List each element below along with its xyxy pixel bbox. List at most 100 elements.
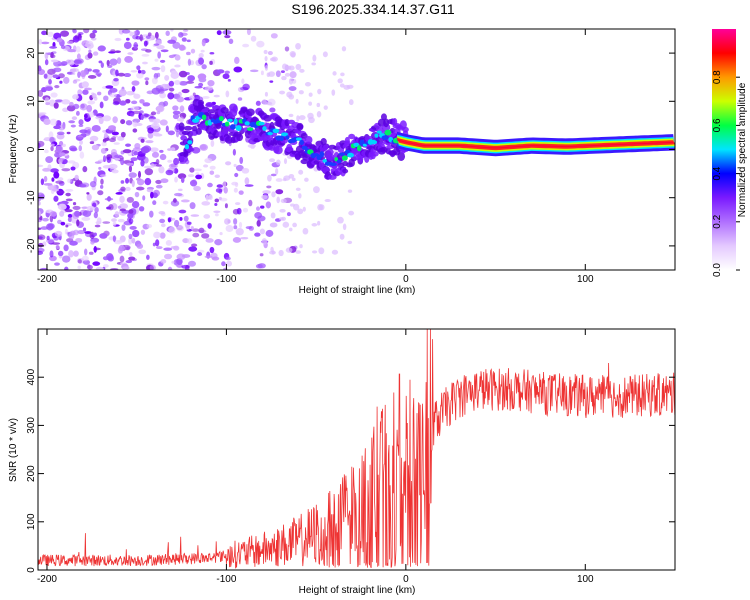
noise-blob [80, 70, 87, 78]
noise-blob [73, 59, 82, 64]
noise-blob [114, 154, 123, 159]
noise-blob [130, 105, 140, 111]
noise-blob [167, 130, 175, 136]
noise-blob [137, 69, 142, 74]
noise-blob [127, 212, 134, 219]
noise-blob [222, 30, 232, 35]
noise-blob [122, 266, 130, 270]
noise-blob [213, 210, 221, 213]
noise-blob [286, 65, 292, 70]
noise-blob [72, 205, 81, 210]
noise-blob [78, 145, 83, 152]
noise-blob [346, 84, 354, 89]
noise-blob [232, 237, 242, 243]
noise-blob [341, 46, 347, 52]
noise-blob [203, 164, 209, 168]
noise-blob [87, 52, 93, 59]
noise-blob [61, 99, 71, 105]
noise-blob [121, 224, 126, 231]
noise-blob [137, 170, 142, 179]
noise-blob [39, 267, 48, 270]
noise-blob [167, 266, 173, 270]
ridge-core [299, 139, 304, 146]
ridge-core [285, 135, 290, 140]
noise-blob [311, 223, 318, 227]
noise-blob [78, 124, 84, 127]
noise-blob [114, 37, 122, 42]
noise-blob [199, 143, 209, 151]
noise-blob [49, 136, 55, 144]
noise-blob [299, 68, 305, 73]
noise-blob [113, 77, 119, 82]
noise-blob [151, 87, 161, 95]
noise-blob [226, 260, 233, 267]
noise-blob [145, 140, 154, 144]
noise-blob [50, 145, 54, 152]
noise-blob [143, 165, 153, 169]
ridge-core [184, 144, 190, 150]
x-tick-label: 0 [403, 574, 409, 585]
noise-blob [159, 119, 168, 126]
noise-blob [149, 264, 156, 270]
noise-blob [45, 101, 50, 106]
noise-blob [265, 101, 273, 106]
noise-blob [288, 227, 293, 232]
noise-blob [100, 147, 107, 154]
ridge-halo [232, 105, 238, 113]
noise-blob [218, 196, 222, 201]
noise-blob [291, 177, 296, 182]
noise-blob [94, 161, 102, 164]
noise-blob [111, 136, 117, 140]
ridge-core [235, 125, 242, 131]
noise-blob [263, 49, 268, 55]
x-tick-label: 0 [403, 274, 409, 285]
ridge-halo [224, 136, 233, 144]
noise-blob [174, 64, 181, 68]
noise-blob [159, 153, 167, 161]
noise-blob [269, 222, 278, 228]
ridge-core [341, 155, 348, 161]
noise-blob [84, 113, 88, 119]
figure-title: S196.2025.334.14.37.G11 [291, 1, 454, 17]
noise-blob [165, 30, 170, 37]
noise-blob [135, 177, 142, 181]
noise-blob [54, 230, 63, 237]
noise-blob [43, 73, 48, 79]
noise-blob [59, 152, 66, 157]
noise-blob [270, 212, 276, 219]
noise-blob [81, 81, 89, 88]
noise-blob [159, 149, 164, 153]
noise-blob [83, 248, 88, 256]
noise-blob [242, 43, 250, 48]
noise-blob [136, 153, 146, 161]
ridge-halo [220, 107, 229, 114]
noise-blob [242, 207, 249, 213]
noise-blob [216, 184, 223, 188]
noise-blob [238, 190, 244, 195]
spectrogram-noise-blobs [38, 29, 355, 270]
noise-blob [177, 91, 182, 97]
ridge-core [329, 162, 337, 166]
noise-blob [192, 232, 200, 238]
ridge-halo [205, 103, 214, 108]
noise-blob [49, 46, 58, 49]
ridge-core [353, 142, 360, 147]
noise-blob [134, 143, 141, 150]
noise-blob [256, 40, 265, 48]
noise-blob [308, 92, 313, 97]
noise-blob [197, 249, 205, 253]
noise-blob [313, 186, 320, 194]
noise-blob [234, 182, 239, 188]
noise-blob [165, 169, 174, 176]
x-tick-label: 100 [577, 274, 594, 285]
noise-blob [154, 31, 159, 39]
noise-blob [53, 67, 62, 73]
noise-blob [233, 163, 237, 168]
noise-blob [38, 242, 44, 248]
ridge-core [224, 121, 230, 127]
noise-blob [77, 229, 86, 235]
x-tick-label: -100 [216, 274, 236, 285]
noise-blob [125, 177, 130, 184]
noise-blob [201, 39, 206, 47]
noise-blob [97, 91, 102, 96]
